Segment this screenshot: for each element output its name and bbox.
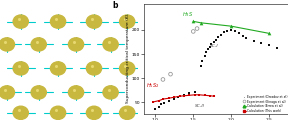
- Circle shape: [103, 86, 118, 99]
- Point: [214, 39, 218, 41]
- Circle shape: [120, 62, 135, 75]
- Point: [161, 98, 165, 100]
- Circle shape: [13, 15, 28, 28]
- Point: [198, 65, 203, 67]
- Point: [157, 106, 162, 108]
- Point: [252, 40, 256, 42]
- Text: $H_3S$: $H_3S$: [182, 11, 194, 19]
- Point: [240, 35, 245, 37]
- Text: a: a: [3, 4, 8, 13]
- Point: [167, 97, 171, 99]
- Circle shape: [86, 62, 102, 75]
- Point: [259, 42, 264, 44]
- Text: SC-I: SC-I: [210, 44, 219, 48]
- Circle shape: [13, 106, 28, 119]
- Circle shape: [0, 38, 14, 51]
- Point: [198, 22, 203, 24]
- Point: [274, 47, 279, 49]
- Point: [151, 101, 156, 103]
- Point: [187, 94, 192, 96]
- Point: [202, 55, 207, 57]
- Point: [244, 37, 249, 39]
- Point: [172, 96, 177, 98]
- Point: [202, 94, 207, 96]
- Point: [192, 91, 197, 93]
- Point: [172, 98, 177, 100]
- Text: b: b: [112, 1, 118, 10]
- Circle shape: [31, 86, 46, 99]
- Point: [182, 95, 186, 97]
- Point: [208, 46, 212, 48]
- Point: [229, 29, 234, 31]
- Point: [267, 44, 271, 46]
- Circle shape: [86, 15, 102, 28]
- Point: [191, 20, 196, 22]
- Circle shape: [31, 38, 46, 51]
- Point: [161, 78, 165, 80]
- Point: [204, 51, 209, 53]
- Circle shape: [50, 62, 66, 75]
- Point: [267, 32, 271, 34]
- Point: [200, 60, 205, 62]
- Circle shape: [86, 106, 102, 119]
- Y-axis label: Superconducting critical temperature (K): Superconducting critical temperature (K): [126, 14, 130, 103]
- Point: [221, 31, 226, 33]
- Point: [176, 96, 180, 98]
- Point: [182, 94, 186, 96]
- Circle shape: [120, 15, 135, 28]
- Point: [236, 32, 241, 34]
- Point: [191, 30, 196, 32]
- Point: [219, 34, 223, 36]
- Circle shape: [103, 38, 118, 51]
- Point: [153, 108, 158, 110]
- Point: [209, 43, 214, 45]
- Point: [168, 73, 173, 75]
- Legend: Experiment (Drozdov et al), Experiment (Einaga et al), Calculation (Errea et al): Experiment (Drozdov et al), Experiment (…: [242, 94, 287, 113]
- Point: [225, 30, 230, 32]
- Point: [187, 92, 192, 94]
- Circle shape: [69, 38, 84, 51]
- Point: [229, 25, 234, 27]
- Point: [216, 36, 221, 38]
- Point: [208, 95, 212, 97]
- Point: [206, 48, 211, 50]
- Text: $H_5S_2$: $H_5S_2$: [146, 81, 160, 90]
- Circle shape: [69, 86, 84, 99]
- Point: [233, 30, 237, 32]
- Point: [159, 103, 164, 105]
- Point: [212, 95, 217, 97]
- Point: [211, 41, 216, 43]
- Point: [157, 100, 162, 102]
- Point: [195, 28, 199, 30]
- Point: [162, 102, 167, 104]
- Point: [177, 95, 182, 97]
- Point: [167, 100, 171, 102]
- Point: [192, 94, 197, 96]
- Point: [197, 94, 202, 96]
- Circle shape: [0, 86, 14, 99]
- Circle shape: [120, 106, 135, 119]
- Text: SC-II: SC-II: [195, 104, 205, 108]
- Circle shape: [50, 15, 66, 28]
- Circle shape: [50, 106, 66, 119]
- Circle shape: [13, 62, 28, 75]
